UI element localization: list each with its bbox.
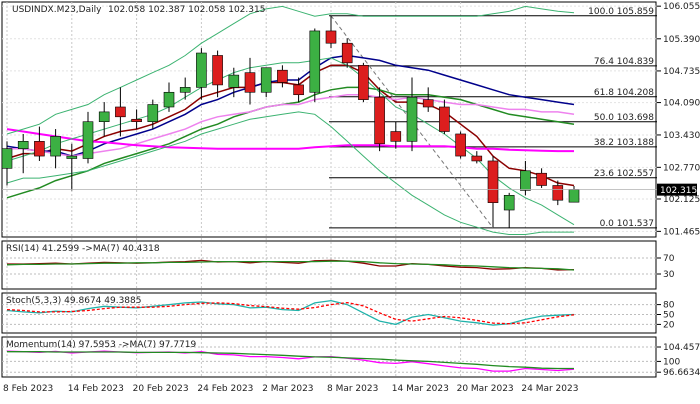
candle-body [374, 96, 385, 145]
candle-body [487, 160, 499, 203]
x-tick-label: 20 Feb 2023 [133, 384, 189, 394]
candle-body [260, 67, 272, 93]
x-tick-label: 20 Mar 2023 [457, 384, 514, 394]
rsi-line [6, 260, 575, 271]
stoch-line [6, 299, 575, 326]
fibo-level-label: 50.0 103.698 [594, 113, 654, 123]
candle-body [325, 30, 337, 44]
candle-body [17, 141, 29, 149]
fibo-level-label: 76.4 104.839 [594, 57, 654, 67]
last-price-label: 102.315 [660, 186, 697, 196]
y-tick-label: 104.735 [663, 67, 700, 77]
y-tick-label: 106.055 [663, 2, 700, 12]
candlesticks [1, 15, 580, 228]
overlay-line [6, 57, 575, 226]
y-tick-label: 101.465 [663, 227, 700, 237]
rsi-line [7, 259, 575, 271]
main-panel-frame [1, 1, 657, 238]
overlay-line [6, 5, 575, 135]
y-tick-label: 102.770 [663, 163, 700, 173]
candle-body [179, 87, 191, 93]
candle-body [66, 155, 78, 159]
fibo-level-label: 61.8 104.208 [594, 88, 654, 98]
candle-body [520, 170, 531, 191]
candle-body [406, 96, 418, 142]
indicator-overlays [6, 5, 575, 235]
x-tick-label: 14 Mar 2023 [392, 384, 449, 394]
x-tick-label: 8 Mar 2023 [327, 384, 378, 394]
candle-body [439, 106, 450, 132]
momentum-tick-label: 96.6634 [663, 368, 700, 378]
rsi-title: RSI(14) 41.2599 ->MA(7) 40.4318 [6, 244, 160, 254]
stoch-title: Stoch(5,3,3) 49.8674 49.3885 [6, 296, 141, 306]
chart-title: USDINDX.M23,Daily [12, 5, 102, 15]
fibo-level-label: 100.0 105.859 [588, 7, 654, 17]
candle-body [536, 172, 547, 186]
momentum-tick-label: 100 [663, 357, 680, 367]
fibo-level-label: 0.0 101.537 [600, 219, 654, 229]
candle-body [147, 104, 159, 123]
candle-body [50, 136, 61, 157]
x-tick-label: 14 Feb 2023 [68, 384, 124, 394]
momentum-title: Momentum(14) 97.5953 ->MA(7) 97.7719 [6, 340, 197, 350]
candle-body [244, 72, 256, 93]
x-tick-label: 24 Feb 2023 [197, 384, 253, 394]
candle-body [552, 185, 564, 201]
price-axis: 106.055 105.390 104.735 104.090 103.430 102.7… [2, 2, 700, 237]
candle-body [390, 131, 402, 142]
stoch-tick-label: 50 [663, 311, 675, 321]
rsi-tick-label: 30 [663, 270, 675, 280]
y-tick-label: 104.090 [663, 99, 700, 109]
candle-body [568, 189, 580, 203]
y-tick-label: 102.125 [663, 195, 700, 205]
candle-body [228, 74, 240, 88]
candle-body [309, 30, 321, 93]
last-price-tag [657, 183, 697, 196]
candle-body [212, 55, 223, 86]
stoch-tick-label: 20 [663, 320, 675, 330]
y-tick-label: 105.390 [663, 35, 700, 45]
fibo-level-label: 23.6 102.557 [594, 169, 654, 179]
candle-body [503, 194, 515, 211]
momentum-panel-frame [1, 336, 657, 378]
rsi-panel-frame [1, 240, 657, 290]
candle-body [471, 155, 483, 162]
candle-body [341, 42, 353, 64]
candle-body [196, 52, 207, 88]
overlay-line [6, 128, 574, 153]
stoch-panel-frame [1, 292, 657, 334]
x-tick-label: 24 Mar 2023 [521, 384, 578, 394]
overlay-line [6, 64, 575, 187]
stoch-tick-label: 80 [663, 301, 675, 311]
y-tick-label: 103.430 [663, 131, 700, 141]
x-tick-label: 8 Feb 2023 [3, 384, 53, 394]
candle-body [115, 106, 126, 118]
candle-body [34, 141, 45, 157]
overlay-line [6, 111, 574, 235]
candle-body [98, 111, 110, 123]
candle-body [358, 64, 369, 100]
fibo-level-label: 38.2 103.188 [594, 138, 654, 148]
stoch-line [6, 301, 575, 325]
overlay-line [6, 54, 575, 157]
candle-body [277, 69, 288, 83]
candle-body [293, 84, 304, 96]
candle-body [422, 99, 434, 108]
candle-body [131, 118, 142, 123]
momentum-line [6, 350, 575, 372]
x-tick-label: 2 Mar 2023 [262, 384, 313, 394]
candle-body [1, 148, 13, 169]
candle-body [82, 121, 94, 159]
rsi-tick-label: 70 [663, 254, 675, 264]
ohlc-values: 102.058 102.387 102.058 102.315 [108, 5, 265, 15]
overlay-line [7, 93, 575, 157]
momentum-line [7, 351, 574, 370]
candle-body [163, 91, 175, 108]
candle-body [455, 133, 466, 157]
time-axis: 8 Feb 2023 14 Feb 2023 20 Feb 2023 24 Feb 2… [3, 384, 578, 394]
